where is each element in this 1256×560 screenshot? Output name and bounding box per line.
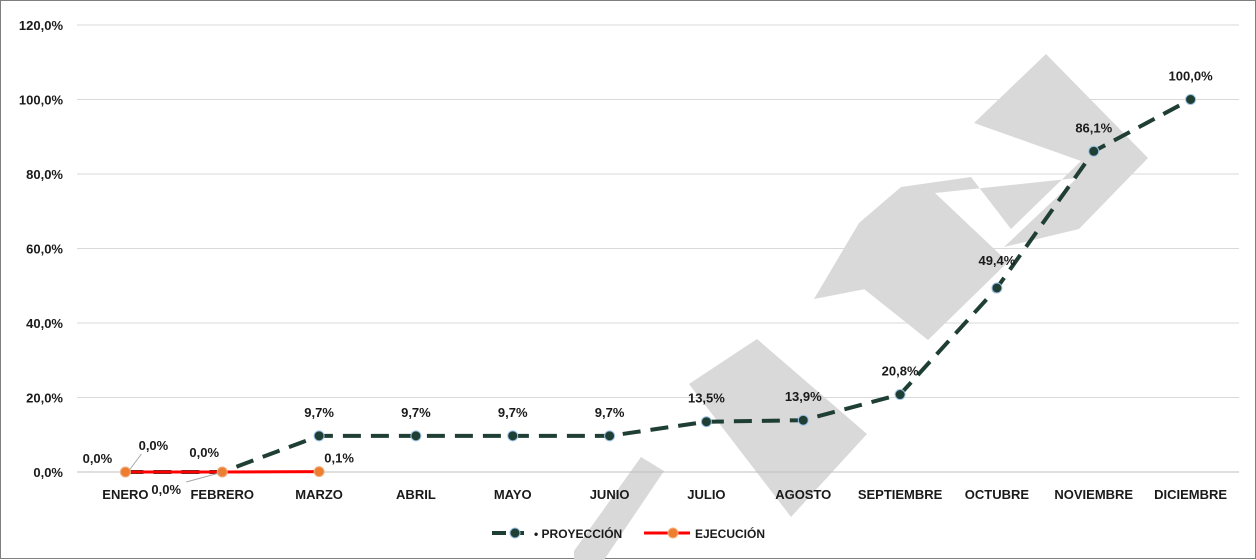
data-point-proyeccion bbox=[895, 390, 905, 400]
data-point-proyeccion bbox=[701, 417, 711, 427]
x-tick-label: MAYO bbox=[494, 487, 532, 502]
legend-marker-proyeccion bbox=[510, 528, 520, 538]
data-label-ejecucion: 0,1% bbox=[324, 451, 354, 466]
data-label-proyeccion: 20,8% bbox=[882, 364, 919, 379]
data-label-proyeccion: 86,1% bbox=[1075, 120, 1112, 135]
data-label-ejecucion: 0,0% bbox=[189, 445, 219, 460]
legend: • PROYECCIÓN EJECUCIÓN bbox=[492, 526, 765, 541]
x-tick-label: DICIEMBRE bbox=[1154, 487, 1227, 502]
y-tick-label: 80,0% bbox=[26, 167, 63, 182]
data-label-proyeccion: 100,0% bbox=[1169, 69, 1214, 84]
x-tick-label: ENERO bbox=[102, 487, 148, 502]
data-label-proyeccion: 9,7% bbox=[401, 405, 431, 420]
data-label-proyeccion: 49,4% bbox=[978, 253, 1015, 268]
x-tick-label: MARZO bbox=[295, 487, 343, 502]
watermark-shape bbox=[574, 54, 1148, 560]
data-label-proyeccion: 0,0% bbox=[151, 482, 181, 497]
x-tick-label: FEBRERO bbox=[190, 487, 254, 502]
y-tick-label: 120,0% bbox=[19, 18, 64, 33]
data-point-proyeccion bbox=[1089, 146, 1099, 156]
data-point-proyeccion bbox=[1186, 95, 1196, 105]
y-tick-label: 20,0% bbox=[26, 391, 63, 406]
series-layer bbox=[120, 95, 1195, 478]
y-tick-label: 0,0% bbox=[33, 465, 63, 480]
x-axis-ticks: ENERO FEBRERO MARZO ABRIL MAYO JUNIO JULIO AGOS… bbox=[102, 487, 1227, 502]
data-point-proyeccion bbox=[508, 431, 518, 441]
data-point-ejecucion bbox=[120, 467, 130, 477]
x-tick-label: SEPTIEMBRE bbox=[858, 487, 943, 502]
y-tick-label: 40,0% bbox=[26, 316, 63, 331]
y-tick-label: 60,0% bbox=[26, 242, 63, 257]
data-point-proyeccion bbox=[605, 431, 615, 441]
data-point-ejecucion bbox=[217, 467, 227, 477]
legend-label-proyeccion: • PROYECCIÓN bbox=[534, 526, 622, 541]
legend-marker-ejecucion bbox=[668, 528, 678, 538]
data-point-proyeccion bbox=[411, 431, 421, 441]
leader-line bbox=[129, 454, 141, 470]
data-label-proyeccion: 9,7% bbox=[304, 405, 334, 420]
data-label-proyeccion: 0,0% bbox=[83, 451, 113, 466]
data-label-proyeccion: 13,9% bbox=[785, 389, 822, 404]
data-label-proyeccion: 9,7% bbox=[498, 405, 528, 420]
data-label-ejecucion: 0,0% bbox=[139, 438, 169, 453]
data-label-proyeccion: 13,5% bbox=[688, 391, 725, 406]
y-tick-label: 100,0% bbox=[19, 93, 64, 108]
x-tick-label: JULIO bbox=[687, 487, 725, 502]
data-point-ejecucion bbox=[314, 467, 324, 477]
data-point-proyeccion bbox=[992, 283, 1002, 293]
x-tick-label: AGOSTO bbox=[775, 487, 831, 502]
data-label-proyeccion: 9,7% bbox=[595, 405, 625, 420]
y-axis-ticks: 0,0% 20,0% 40,0% 60,0% 80,0% 100,0% 120,0% bbox=[19, 18, 64, 480]
data-point-proyeccion bbox=[798, 415, 808, 425]
x-tick-label: ABRIL bbox=[396, 487, 436, 502]
data-point-proyeccion bbox=[314, 431, 324, 441]
leader-line bbox=[186, 473, 219, 482]
x-tick-label: NOVIEMBRE bbox=[1054, 487, 1133, 502]
legend-label-ejecucion: EJECUCIÓN bbox=[695, 526, 765, 541]
x-tick-label: OCTUBRE bbox=[965, 487, 1030, 502]
series-line-proyeccion bbox=[125, 100, 1190, 473]
x-tick-label: JUNIO bbox=[590, 487, 630, 502]
